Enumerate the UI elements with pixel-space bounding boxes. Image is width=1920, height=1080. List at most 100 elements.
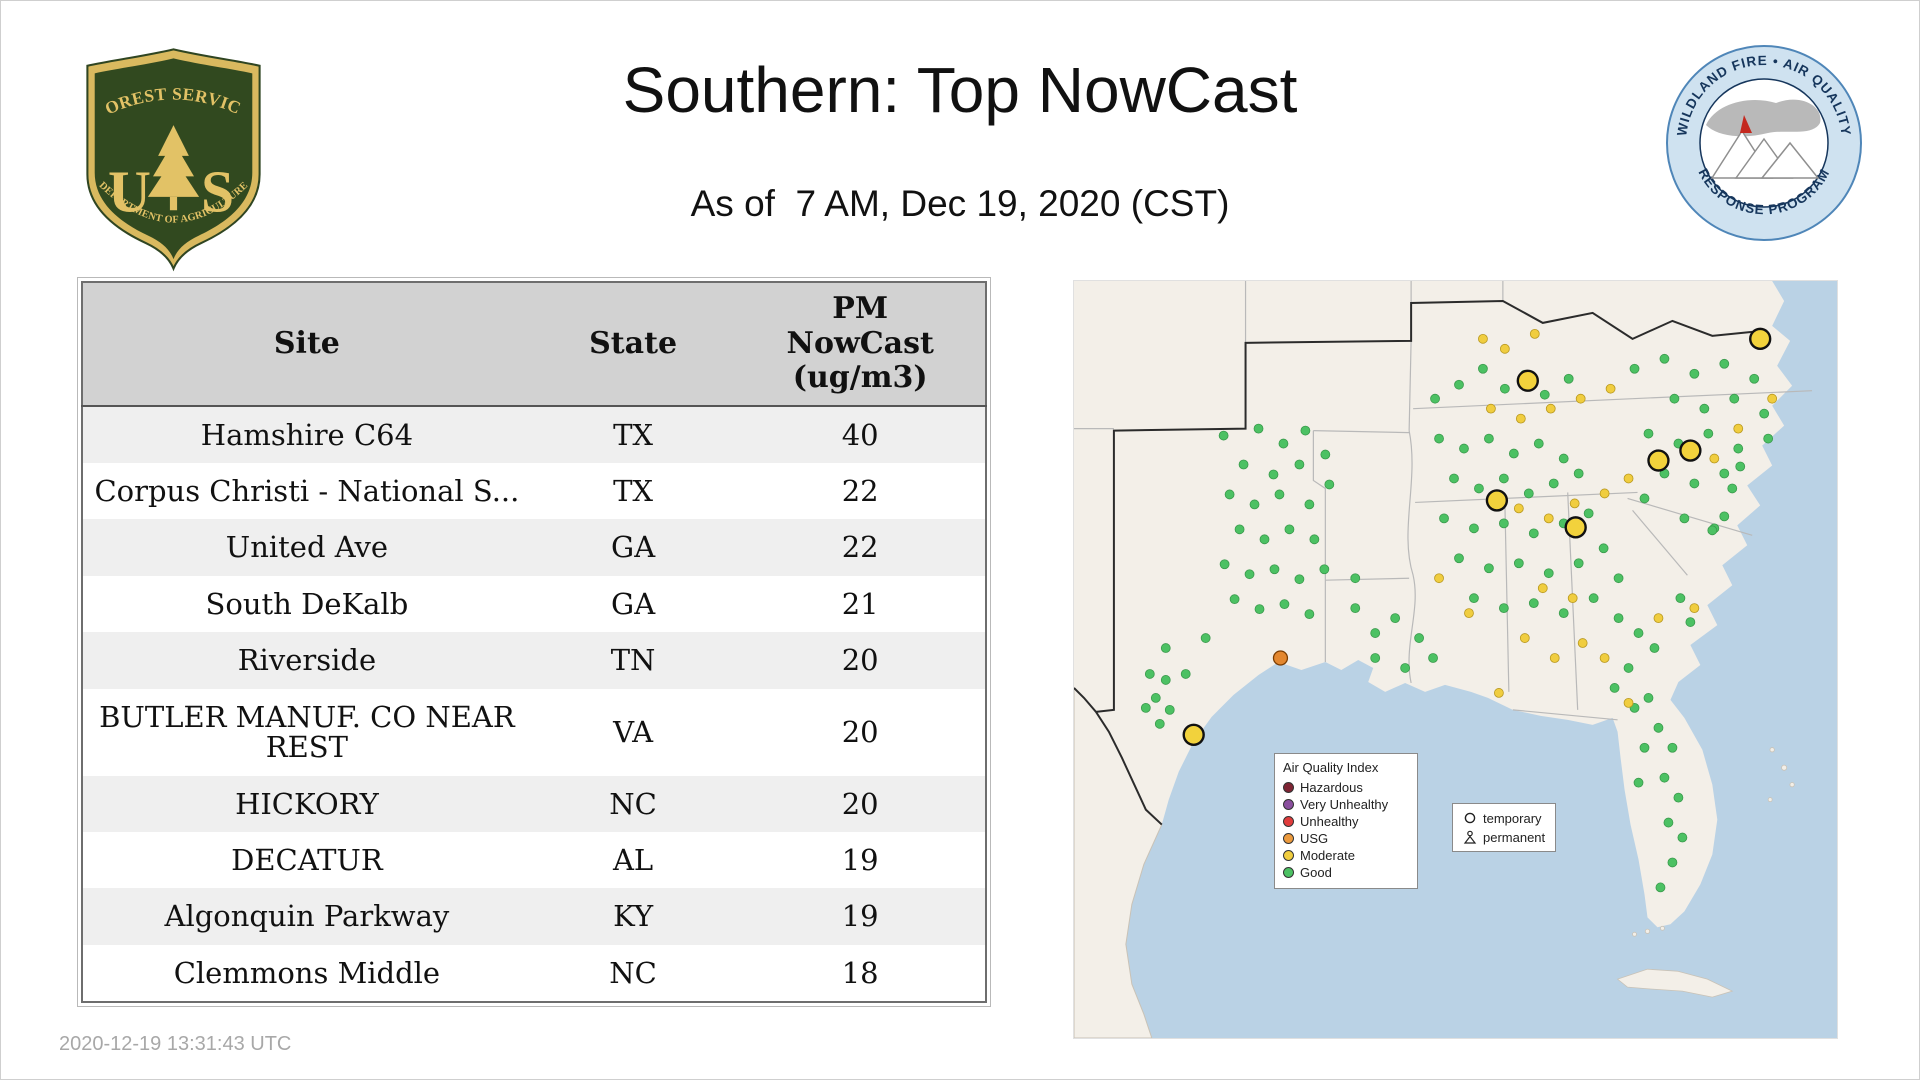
- state-cell: TN: [610, 643, 656, 678]
- good-monitor-dot: [1238, 459, 1249, 470]
- good-monitor-dot: [1543, 568, 1554, 579]
- good-monitor-dot: [1478, 363, 1488, 374]
- state-cell: GA: [611, 530, 656, 565]
- state-cell: TX: [613, 473, 654, 508]
- good-monitor-dot: [1679, 513, 1690, 524]
- aqi-legend-label: Hazardous: [1300, 780, 1363, 795]
- good-monitor-dot: [1719, 358, 1730, 369]
- good-monitor-dot: [1309, 534, 1320, 545]
- monitor-type-legend: temporary permanent: [1452, 803, 1557, 852]
- good-monitor-dot: [1234, 524, 1245, 535]
- usg-monitor-dot: [1272, 650, 1289, 666]
- good-monitor-dot: [1254, 604, 1265, 615]
- good-monitor-dot: [1218, 430, 1229, 441]
- good-monitor-dot: [1613, 613, 1624, 623]
- permanent-legend-row: permanent: [1463, 829, 1545, 845]
- good-monitor-dot: [1253, 423, 1264, 434]
- good-monitor-dot: [1469, 593, 1479, 604]
- state-cell: TX: [613, 417, 654, 452]
- temporary-monitor-circle: [1679, 439, 1702, 462]
- moderate-monitor-dot: [1577, 638, 1588, 648]
- moderate-monitor-dot: [1549, 653, 1560, 663]
- site-cell: Corpus Christi - National S...: [94, 473, 520, 508]
- moderate-monitor-dot: [1569, 498, 1580, 509]
- good-monitor-dot: [1498, 473, 1509, 484]
- moderate-monitor-dot: [1599, 653, 1610, 663]
- temporary-monitor-circle: [1516, 369, 1539, 392]
- moderate-monitor-dot: [1499, 343, 1510, 354]
- table-row: BUTLER MANUF. CO NEAR REST VA 20: [82, 689, 986, 776]
- site-cell: Riverside: [237, 643, 377, 678]
- good-monitor-dot: [1733, 443, 1744, 454]
- site-cell: DECATUR: [231, 843, 383, 877]
- site-cell: South DeKalb: [205, 586, 409, 621]
- good-monitor-dot: [1633, 628, 1644, 638]
- site-cell: Algonquin Parkway: [164, 899, 450, 934]
- good-monitor-dot: [1719, 468, 1730, 479]
- aqi-color-dot: [1283, 782, 1294, 793]
- column-header: PM NowCast (ug/m3): [735, 282, 986, 407]
- good-monitor-dot: [1558, 608, 1569, 619]
- good-monitor-dot: [1729, 393, 1740, 404]
- good-monitor-dot: [1160, 675, 1171, 685]
- good-monitor-dot: [1735, 461, 1746, 472]
- good-monitor-dot: [1370, 628, 1381, 638]
- good-monitor-dot: [1449, 473, 1459, 484]
- moderate-monitor-dot: [1543, 513, 1554, 524]
- aqi-color-dot: [1283, 867, 1294, 878]
- good-monitor-dot: [1499, 383, 1510, 394]
- us-land: [1074, 281, 1793, 928]
- value-cell: 20: [841, 714, 879, 749]
- good-monitor-dot: [1667, 742, 1678, 753]
- temporary-monitors: [1182, 327, 1772, 746]
- value-cell: 19: [841, 899, 879, 934]
- table-row: Algonquin Parkway KY 19: [82, 888, 986, 945]
- good-monitor-dot: [1229, 594, 1240, 605]
- good-monitor-dot: [1528, 598, 1539, 609]
- temporary-legend-row: temporary: [1463, 810, 1545, 826]
- good-monitor-dot: [1699, 403, 1710, 414]
- table-row: Corpus Christi - National S... TX 22: [82, 463, 986, 519]
- moderate-monitor-dot: [1767, 393, 1778, 404]
- good-monitor-dot: [1304, 609, 1315, 620]
- good-monitor-dot: [1749, 373, 1760, 384]
- mountains-icon: [1710, 129, 1820, 179]
- aqi-legend-item: Good: [1283, 864, 1409, 881]
- usfs-letter-u: U: [108, 158, 151, 224]
- temporary-monitor-circle: [1749, 327, 1772, 351]
- good-monitor-dot: [1414, 633, 1424, 643]
- site-cell: United Ave: [225, 530, 389, 565]
- wfaqrp-logo: WILDLAND FIRE • AIR QUALITY RESPONSE PRO…: [1666, 45, 1862, 241]
- aqi-legend-item: Moderate: [1283, 847, 1409, 864]
- moderate-monitor-dot: [1599, 488, 1610, 499]
- good-monitor-dot: [1583, 508, 1594, 519]
- good-monitor-dot: [1523, 488, 1534, 499]
- good-monitor-dot: [1320, 449, 1331, 460]
- good-monitor-dot: [1673, 792, 1684, 803]
- good-monitor-dot: [1669, 393, 1680, 404]
- region-outline: [1074, 299, 1763, 826]
- good-monitor-dot: [1274, 489, 1285, 500]
- good-monitor-dot: [1623, 663, 1634, 673]
- good-monitor-dot: [1324, 479, 1335, 490]
- generated-timestamp: 2020-12-19 13:31:43 UTC: [59, 1033, 292, 1055]
- table-row: HICKORY NC 20: [82, 775, 986, 832]
- good-monitor-dot: [1588, 593, 1599, 604]
- aqi-legend-item: Hazardous: [1283, 779, 1409, 796]
- aqi-legend-label: USG: [1300, 831, 1329, 846]
- table-row: United Ave GA 22: [82, 519, 986, 576]
- aqi-legend-label: Unhealthy: [1300, 814, 1359, 829]
- table-row: Riverside TN 20: [82, 632, 986, 689]
- moderate-monitor-dot: [1486, 403, 1496, 414]
- good-monitor-dot: [1573, 558, 1584, 569]
- moderate-monitor-dot: [1689, 603, 1700, 614]
- good-monitor-dot: [1513, 558, 1524, 569]
- southeast-map-container: Air Quality Index Hazardous Very Unhealth…: [1073, 280, 1838, 1039]
- value-cell: 40: [841, 417, 879, 452]
- moderate-monitor-dot: [1537, 583, 1548, 594]
- moderate-monitor-dot: [1567, 593, 1578, 604]
- site-cell: Clemmons Middle: [173, 955, 441, 990]
- good-monitors: [1140, 353, 1774, 893]
- good-monitor-dot: [1685, 617, 1696, 627]
- good-monitor-dot: [1528, 528, 1539, 539]
